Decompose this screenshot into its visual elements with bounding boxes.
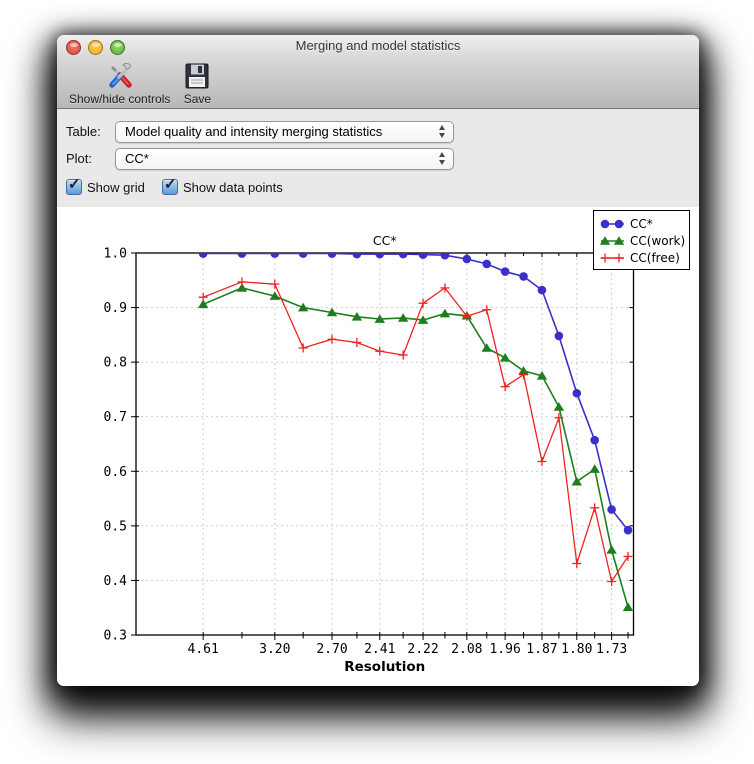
figure-area: 1.0 0.9 0.8 0.7 0.6 0.5 0.4 0.3 4.61 3.20 2.70 2.41… bbox=[57, 207, 699, 686]
svg-text:1.87: 1.87 bbox=[526, 642, 557, 657]
svg-text:0.5: 0.5 bbox=[104, 519, 127, 534]
tools-icon bbox=[105, 61, 135, 91]
legend-marker-icon bbox=[600, 219, 624, 228]
series-cc- bbox=[198, 253, 633, 535]
show-data-points-checkbox[interactable]: ✓ Show data points bbox=[162, 176, 283, 195]
checkbox-label: Show data points bbox=[183, 179, 283, 195]
app-window: Merging and model statistics Show/hide c bbox=[57, 35, 699, 686]
svg-text:1.80: 1.80 bbox=[561, 642, 592, 657]
toolbar: Show/hide controls Save bbox=[57, 57, 699, 109]
table-dropdown[interactable]: Model quality and intensity merging stat… bbox=[115, 121, 454, 143]
zoom-button[interactable] bbox=[110, 40, 125, 55]
svg-text:0.4: 0.4 bbox=[104, 574, 128, 589]
svg-text:0.7: 0.7 bbox=[104, 410, 127, 425]
chart-legend: CC* CC(work) CC(free) bbox=[593, 210, 690, 270]
svg-text:1.0: 1.0 bbox=[104, 247, 127, 262]
table-label: Table: bbox=[66, 124, 101, 139]
checkbox-checked-icon: ✓ bbox=[162, 176, 178, 195]
ticks bbox=[131, 252, 634, 640]
svg-text:0.9: 0.9 bbox=[104, 301, 127, 316]
plot-label: Plot: bbox=[66, 151, 93, 166]
show-hide-controls-button[interactable]: Show/hide controls bbox=[63, 57, 176, 108]
x-axis-label: Resolution bbox=[344, 659, 425, 675]
legend-marker-icon bbox=[599, 235, 625, 245]
titlebar[interactable]: Merging and model statistics bbox=[57, 35, 699, 57]
legend-entry: CC(free) bbox=[599, 249, 689, 266]
traffic-lights bbox=[66, 40, 125, 55]
svg-text:0.6: 0.6 bbox=[104, 465, 127, 480]
y-tick-labels: 1.0 0.9 0.8 0.7 0.6 0.5 0.4 0.3 bbox=[104, 247, 128, 644]
legend-label: CC* bbox=[630, 216, 653, 231]
chart-canvas: 1.0 0.9 0.8 0.7 0.6 0.5 0.4 0.3 4.61 3.20 2.70 2.41… bbox=[104, 233, 635, 675]
toolbar-button-label: Save bbox=[183, 92, 212, 106]
window-title: Merging and model statistics bbox=[295, 38, 461, 53]
save-button[interactable]: Save bbox=[176, 57, 218, 108]
checkbox-checked-icon: ✓ bbox=[66, 176, 82, 195]
svg-text:1.73: 1.73 bbox=[596, 642, 627, 657]
legend-entry: CC(work) bbox=[599, 232, 689, 249]
svg-text:2.41: 2.41 bbox=[364, 642, 395, 657]
plot-dropdown[interactable]: CC* bbox=[115, 148, 454, 170]
svg-text:4.61: 4.61 bbox=[188, 642, 219, 657]
legend-entry: CC* bbox=[599, 215, 689, 232]
minimize-button[interactable] bbox=[88, 40, 103, 55]
svg-text:2.70: 2.70 bbox=[316, 642, 347, 657]
svg-text:0.8: 0.8 bbox=[104, 356, 127, 371]
series-cc-work- bbox=[197, 283, 634, 611]
grid bbox=[136, 253, 634, 635]
dropdown-stepper-icon bbox=[439, 125, 445, 138]
chart-title: CC* bbox=[373, 233, 397, 248]
svg-text:0.3: 0.3 bbox=[104, 629, 127, 644]
save-icon bbox=[182, 61, 212, 91]
toolbar-button-label: Show/hide controls bbox=[69, 92, 171, 106]
legend-marker-icon bbox=[600, 253, 624, 262]
dropdown-stepper-icon bbox=[439, 152, 445, 165]
close-button[interactable] bbox=[66, 40, 81, 55]
svg-text:2.08: 2.08 bbox=[451, 642, 482, 657]
svg-text:3.20: 3.20 bbox=[259, 642, 290, 657]
svg-text:2.22: 2.22 bbox=[407, 642, 438, 657]
table-dropdown-value: Model quality and intensity merging stat… bbox=[125, 124, 383, 139]
x-tick-labels: 4.61 3.20 2.70 2.41 2.22 2.08 1.96 1.87 1.80 1.73 bbox=[188, 642, 628, 657]
show-grid-checkbox[interactable]: ✓ Show grid bbox=[66, 176, 145, 195]
legend-label: CC(work) bbox=[630, 233, 686, 248]
checkbox-label: Show grid bbox=[87, 179, 145, 195]
svg-text:1.96: 1.96 bbox=[489, 642, 520, 657]
controls-panel: Table: Model quality and intensity mergi… bbox=[57, 110, 699, 208]
plot-dropdown-value: CC* bbox=[125, 151, 149, 166]
legend-label: CC(free) bbox=[630, 250, 680, 265]
series-cc-free- bbox=[198, 277, 633, 587]
